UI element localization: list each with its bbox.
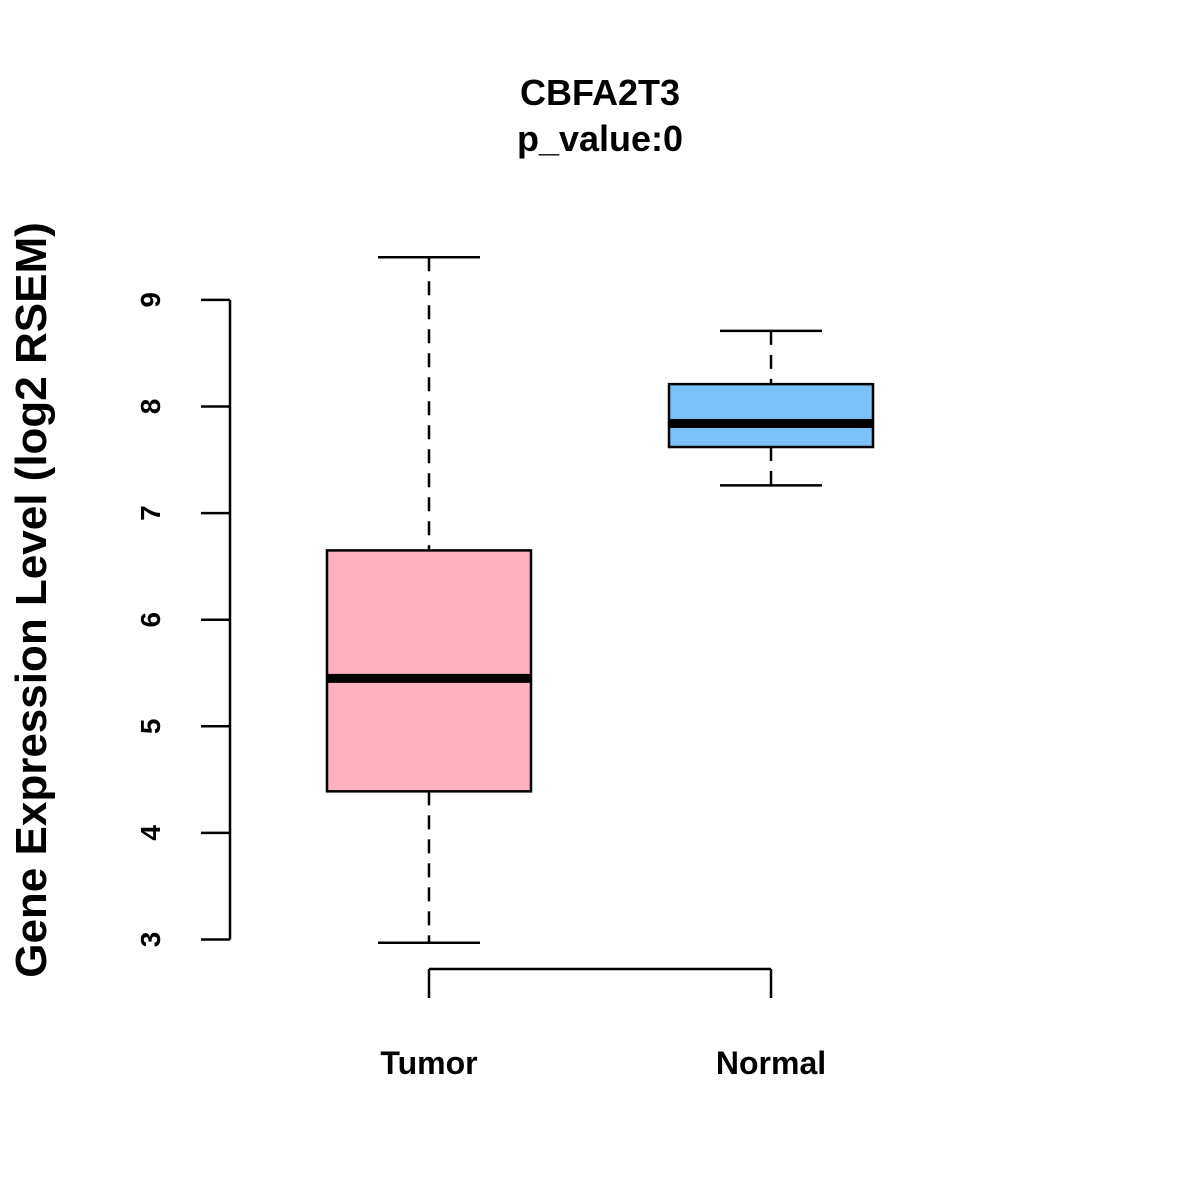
box-normal	[667, 329, 875, 487]
y-tick-label-9: 9	[135, 292, 166, 308]
y-axis: 3 4 5 6 7 8 9	[135, 292, 232, 948]
y-tick-label-8: 8	[135, 399, 166, 415]
iqr-box-normal	[667, 382, 875, 449]
box-tumor	[325, 256, 533, 944]
y-axis-label: Gene Expression Level (log2 RSEM)	[7, 222, 56, 978]
y-tick-label-4: 4	[135, 825, 166, 841]
y-tick-label-7: 7	[135, 505, 166, 521]
x-tick-label-tumor: Tumor	[380, 1045, 477, 1081]
x-axis: Tumor Normal	[380, 967, 826, 1081]
boxes	[325, 256, 875, 944]
iqr-box-tumor	[325, 549, 533, 793]
chart-title: CBFA2T3	[520, 72, 680, 113]
y-tick-label-3: 3	[135, 932, 166, 948]
x-tick-label-normal: Normal	[716, 1045, 826, 1081]
chart-subtitle: p_value:0	[517, 118, 683, 159]
y-tick-label-6: 6	[135, 612, 166, 628]
y-tick-label-5: 5	[135, 719, 166, 735]
